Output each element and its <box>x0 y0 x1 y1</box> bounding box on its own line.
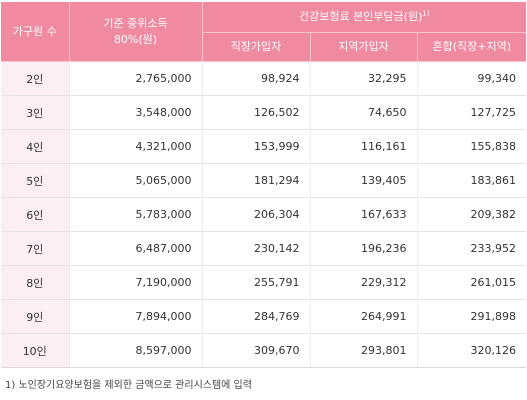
cell-household-size: 3인 <box>1 95 70 130</box>
table-row: 7인 6,487,000 230,142 196,236 233,952 <box>1 231 527 266</box>
cell-regional: 167,633 <box>310 197 418 232</box>
table-header: 가구원 수 기준 중위소득 80%(원) 건강보험료 본인부담금(원)1) 직장… <box>1 2 527 62</box>
cell-mixed: 291,898 <box>417 299 527 334</box>
cell-median-income: 7,894,000 <box>69 299 203 334</box>
cell-household-size: 8인 <box>1 265 70 300</box>
cell-regional: 116,161 <box>310 129 418 164</box>
cell-household-size: 4인 <box>1 129 70 164</box>
cell-median-income: 8,597,000 <box>69 333 203 368</box>
cell-mixed: 320,126 <box>417 333 527 368</box>
cell-household-size: 10인 <box>1 333 70 368</box>
table-row: 5인 5,065,000 181,294 139,405 183,861 <box>1 163 527 198</box>
header-regional: 지역가입자 <box>310 32 418 62</box>
cell-mixed: 209,382 <box>417 197 527 232</box>
cell-regional: 139,405 <box>310 163 418 198</box>
cell-employee: 255,791 <box>202 265 311 300</box>
table-row: 10인 8,597,000 309,670 293,801 320,126 <box>1 333 527 368</box>
cell-median-income: 3,548,000 <box>69 95 203 130</box>
footnote-mark: 1) <box>422 9 430 18</box>
header-mixed: 혼합(직장+지역) <box>417 32 527 62</box>
cell-employee: 284,769 <box>202 299 311 334</box>
cell-median-income: 6,487,000 <box>69 231 203 266</box>
cell-median-income: 2,765,000 <box>69 61 203 96</box>
header-median-income-line1: 기준 중위소득 <box>103 16 168 30</box>
header-premium-group: 건강보험료 본인부담금(원)1) <box>202 2 527 33</box>
cell-household-size: 6인 <box>1 197 70 232</box>
cell-median-income: 7,190,000 <box>69 265 203 300</box>
cell-mixed: 127,725 <box>417 95 527 130</box>
cell-employee: 309,670 <box>202 333 311 368</box>
table-row: 4인 4,321,000 153,999 116,161 155,838 <box>1 129 527 164</box>
table-row: 3인 3,548,000 126,502 74,650 127,725 <box>1 95 527 130</box>
cell-household-size: 5인 <box>1 163 70 198</box>
cell-regional: 74,650 <box>310 95 418 130</box>
table-row: 2인 2,765,000 98,924 32,295 99,340 <box>1 61 527 96</box>
cell-employee: 153,999 <box>202 129 311 164</box>
cell-regional: 293,801 <box>310 333 418 368</box>
header-premium-group-label: 건강보험료 본인부담금(원) <box>298 10 423 23</box>
cell-median-income: 4,321,000 <box>69 129 203 164</box>
cell-mixed: 261,015 <box>417 265 527 300</box>
header-median-income: 기준 중위소득 80%(원) <box>69 2 203 62</box>
cell-regional: 229,312 <box>310 265 418 300</box>
income-premium-table: 가구원 수 기준 중위소득 80%(원) 건강보험료 본인부담금(원)1) 직장… <box>1 2 527 368</box>
cell-median-income: 5,783,000 <box>69 197 203 232</box>
table-row: 6인 5,783,000 206,304 167,633 209,382 <box>1 197 527 232</box>
cell-regional: 264,991 <box>310 299 418 334</box>
cell-household-size: 9인 <box>1 299 70 334</box>
header-household-size: 가구원 수 <box>1 2 70 62</box>
cell-employee: 126,502 <box>202 95 311 130</box>
cell-household-size: 7인 <box>1 231 70 266</box>
footnote: 1) 노인장기요양보험을 제외한 금액으로 관리시스템에 입력 <box>5 380 252 391</box>
cell-employee: 181,294 <box>202 163 311 198</box>
income-premium-table-container: 가구원 수 기준 중위소득 80%(원) 건강보험료 본인부담금(원)1) 직장… <box>1 2 527 368</box>
table-body: 2인 2,765,000 98,924 32,295 99,340 3인 3,548,000… <box>1 61 527 368</box>
cell-mixed: 183,861 <box>417 163 527 198</box>
table-row: 8인 7,190,000 255,791 229,312 261,015 <box>1 265 527 300</box>
cell-household-size: 2인 <box>1 61 70 96</box>
table-row: 9인 7,894,000 284,769 264,991 291,898 <box>1 299 527 334</box>
cell-employee: 230,142 <box>202 231 311 266</box>
cell-regional: 32,295 <box>310 61 418 96</box>
cell-mixed: 233,952 <box>417 231 527 266</box>
cell-mixed: 155,838 <box>417 129 527 164</box>
header-employee: 직장가입자 <box>202 32 311 62</box>
cell-regional: 196,236 <box>310 231 418 266</box>
cell-mixed: 99,340 <box>417 61 527 96</box>
header-median-income-line2: 80%(원) <box>113 32 158 46</box>
cell-median-income: 5,065,000 <box>69 163 203 198</box>
cell-employee: 206,304 <box>202 197 311 232</box>
cell-employee: 98,924 <box>202 61 311 96</box>
